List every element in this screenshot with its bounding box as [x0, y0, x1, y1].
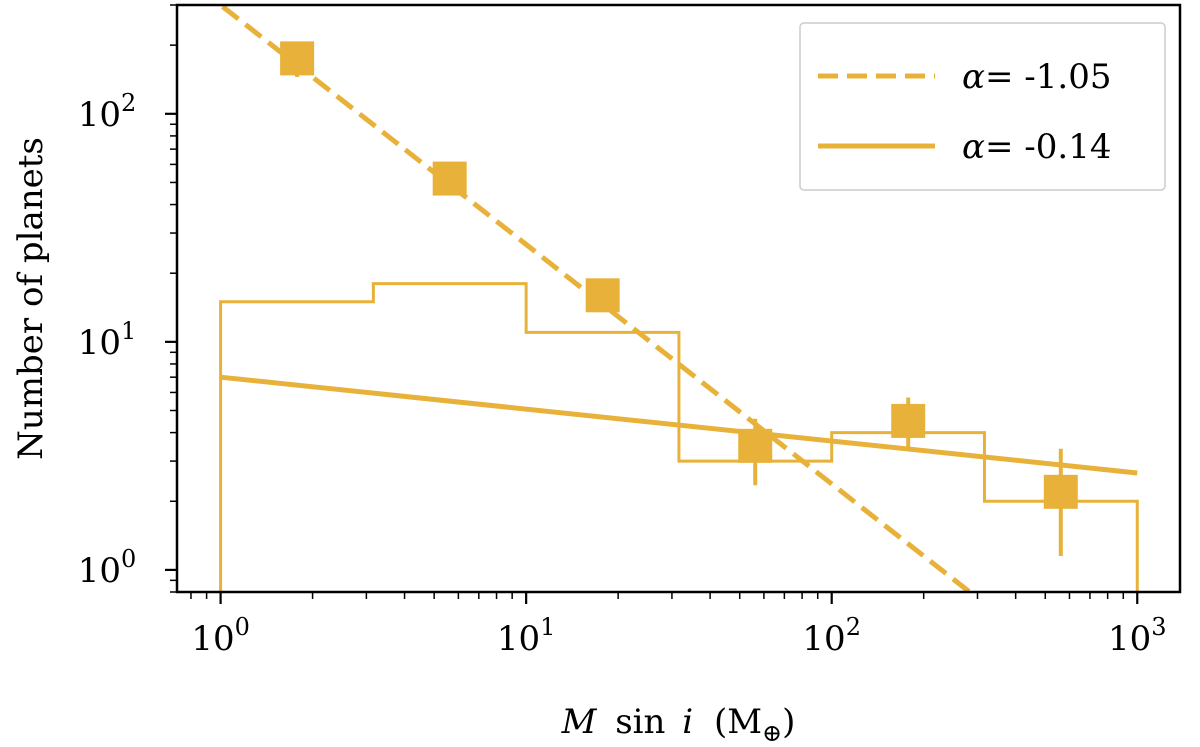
y-axis-label: Number of planets — [11, 137, 51, 460]
data-point-square — [891, 403, 926, 438]
x-axis: 100 101 102 103 — [190, 592, 1167, 659]
legend-label-flat: α= -0.14 — [962, 127, 1111, 167]
y-axis: 100 101 102 — [78, 4, 177, 593]
x-tick-label: 101 — [497, 613, 556, 659]
data-point-square — [585, 278, 620, 313]
histogram-steps — [219, 282, 1139, 592]
data-point-square — [738, 428, 773, 463]
x-tick-label: 103 — [1108, 613, 1167, 659]
data-point-square — [280, 41, 315, 76]
x-tick-label: 102 — [802, 613, 861, 659]
x-tick-label: 100 — [191, 613, 250, 659]
data-layer — [216, 5, 1139, 592]
legend: α= -1.05 α= -0.14 — [799, 22, 1166, 191]
plot-frame — [175, 3, 1182, 594]
fit-line-dashed — [216, 5, 974, 592]
fit-line-solid — [220, 374, 1138, 476]
data-point-square — [432, 161, 467, 196]
y-tick-label: 101 — [78, 317, 137, 363]
y-tick-label: 102 — [78, 89, 137, 135]
legend-label-steep: α= -1.05 — [962, 57, 1111, 97]
data-point-square — [1043, 474, 1078, 509]
x-axis-label: M sin i (M⊕) — [561, 702, 796, 747]
y-tick-label: 100 — [78, 545, 137, 591]
